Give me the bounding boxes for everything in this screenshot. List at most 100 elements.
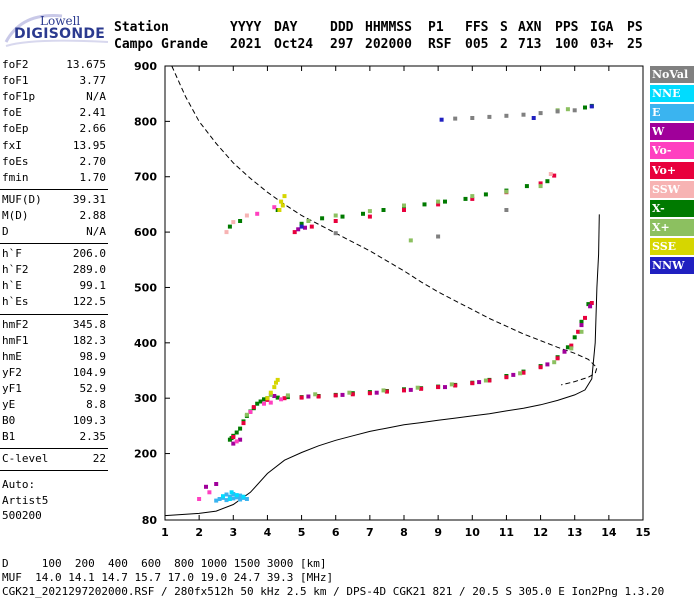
- echo-point: [303, 225, 307, 230]
- echo-point: [374, 390, 379, 395]
- echo-point: [449, 382, 454, 387]
- echo-point: [279, 397, 284, 402]
- echo-point: [504, 113, 509, 118]
- header-row2-field: 100: [555, 37, 579, 52]
- x-tick-label: 2: [195, 526, 203, 539]
- echo-point: [419, 386, 424, 391]
- echo-point: [272, 205, 277, 210]
- echo-point: [231, 435, 236, 439]
- param-value: 99.1: [79, 279, 107, 293]
- param-key: yE: [2, 398, 16, 411]
- y-tick-label: 80: [142, 514, 158, 527]
- footer-info-line: CGK21_2021297202000.RSF / 280fx512h 50 k…: [2, 585, 665, 598]
- auto-scaling-line: Artist5: [2, 493, 49, 507]
- param-row: foF1p N/A: [2, 90, 106, 106]
- echo-point: [340, 392, 345, 397]
- echo-point: [282, 396, 287, 401]
- echo-point: [231, 441, 236, 446]
- echo-point: [224, 230, 229, 235]
- param-key: h`F2: [2, 263, 29, 277]
- echo-point: [439, 117, 444, 122]
- echo-point: [583, 315, 587, 320]
- echo-point: [316, 394, 321, 399]
- param-key: foF1: [2, 74, 29, 88]
- echo-point: [255, 211, 260, 216]
- echo-point: [238, 497, 243, 502]
- echo-point: [521, 112, 526, 117]
- echo-point: [241, 494, 246, 499]
- param-separator: [0, 470, 108, 472]
- echo-point: [521, 370, 526, 375]
- echo-point: [552, 173, 557, 178]
- echo-point: [285, 393, 290, 398]
- echo-point: [234, 439, 239, 444]
- param-key: foE: [2, 106, 22, 120]
- header-row1-field: PS: [627, 20, 643, 35]
- echo-point: [367, 209, 372, 214]
- header-row2-field: RSF: [428, 37, 452, 52]
- param-row: C-level 22: [2, 452, 106, 468]
- echo-point: [545, 179, 550, 184]
- echo-point: [224, 498, 229, 503]
- param-row: h`F2 289.0: [2, 263, 106, 279]
- echo-point: [227, 224, 232, 229]
- auto-scaling-line: 500200: [2, 509, 42, 523]
- param-key: C-level: [2, 452, 49, 466]
- param-row: B0 109.3: [2, 414, 106, 430]
- header-row2-field: 25: [627, 37, 643, 52]
- plot-frame: [164, 65, 644, 521]
- echo-point: [384, 389, 389, 394]
- param-row: foE 2.41: [2, 106, 106, 122]
- echo-point: [361, 211, 365, 216]
- echo-point: [572, 108, 577, 113]
- param-separator: [0, 448, 108, 450]
- header-row1-field: S: [500, 20, 508, 35]
- echo-point: [436, 202, 441, 207]
- header-row2-field: 2: [500, 37, 508, 52]
- echo-point: [255, 401, 260, 406]
- echo-point: [589, 104, 594, 109]
- param-key: MUF(D): [2, 192, 42, 206]
- echo-point: [280, 203, 285, 208]
- echo-point: [306, 394, 311, 399]
- x-tick-label: 15: [635, 526, 650, 539]
- echo-point: [244, 497, 249, 501]
- param-value: 2.88: [79, 208, 107, 222]
- echo-point: [197, 497, 202, 501]
- param-row: hmE 98.9: [2, 350, 106, 366]
- logo-swoosh-icon: [4, 14, 109, 47]
- header-row1-field: AXN: [518, 20, 542, 35]
- echo-point: [234, 493, 239, 498]
- x-tick-label: 10: [465, 526, 481, 539]
- echo-point: [221, 494, 225, 499]
- echo-point: [470, 196, 475, 201]
- param-value: 22: [92, 452, 106, 466]
- echo-point: [367, 214, 372, 219]
- y-tick-label: 800: [134, 115, 157, 128]
- echo-point: [217, 497, 222, 501]
- param-key: foF2: [2, 58, 29, 71]
- param-value: 2.35: [79, 430, 107, 444]
- echo-point: [436, 234, 441, 239]
- echo-point: [265, 396, 270, 401]
- param-row: yE 8.8: [2, 398, 106, 414]
- echo-point: [586, 302, 591, 307]
- echo-point: [518, 371, 523, 376]
- y-tick-label: 400: [134, 337, 157, 350]
- echo-point: [268, 400, 273, 405]
- echo-point: [262, 401, 266, 406]
- param-key: h`F: [2, 247, 22, 261]
- echo-point: [402, 208, 406, 212]
- echo-point: [453, 116, 458, 121]
- echo-point: [299, 395, 304, 400]
- echo-points: [197, 103, 594, 503]
- param-key: yF2: [2, 365, 22, 379]
- echo-point: [333, 219, 338, 223]
- echo-point: [229, 490, 234, 495]
- param-value: 13.95: [72, 138, 106, 152]
- echo-point: [207, 490, 212, 495]
- echo-point: [274, 380, 278, 385]
- echo-point: [572, 335, 577, 340]
- param-value: 122.5: [72, 295, 106, 309]
- echo-point: [443, 385, 447, 390]
